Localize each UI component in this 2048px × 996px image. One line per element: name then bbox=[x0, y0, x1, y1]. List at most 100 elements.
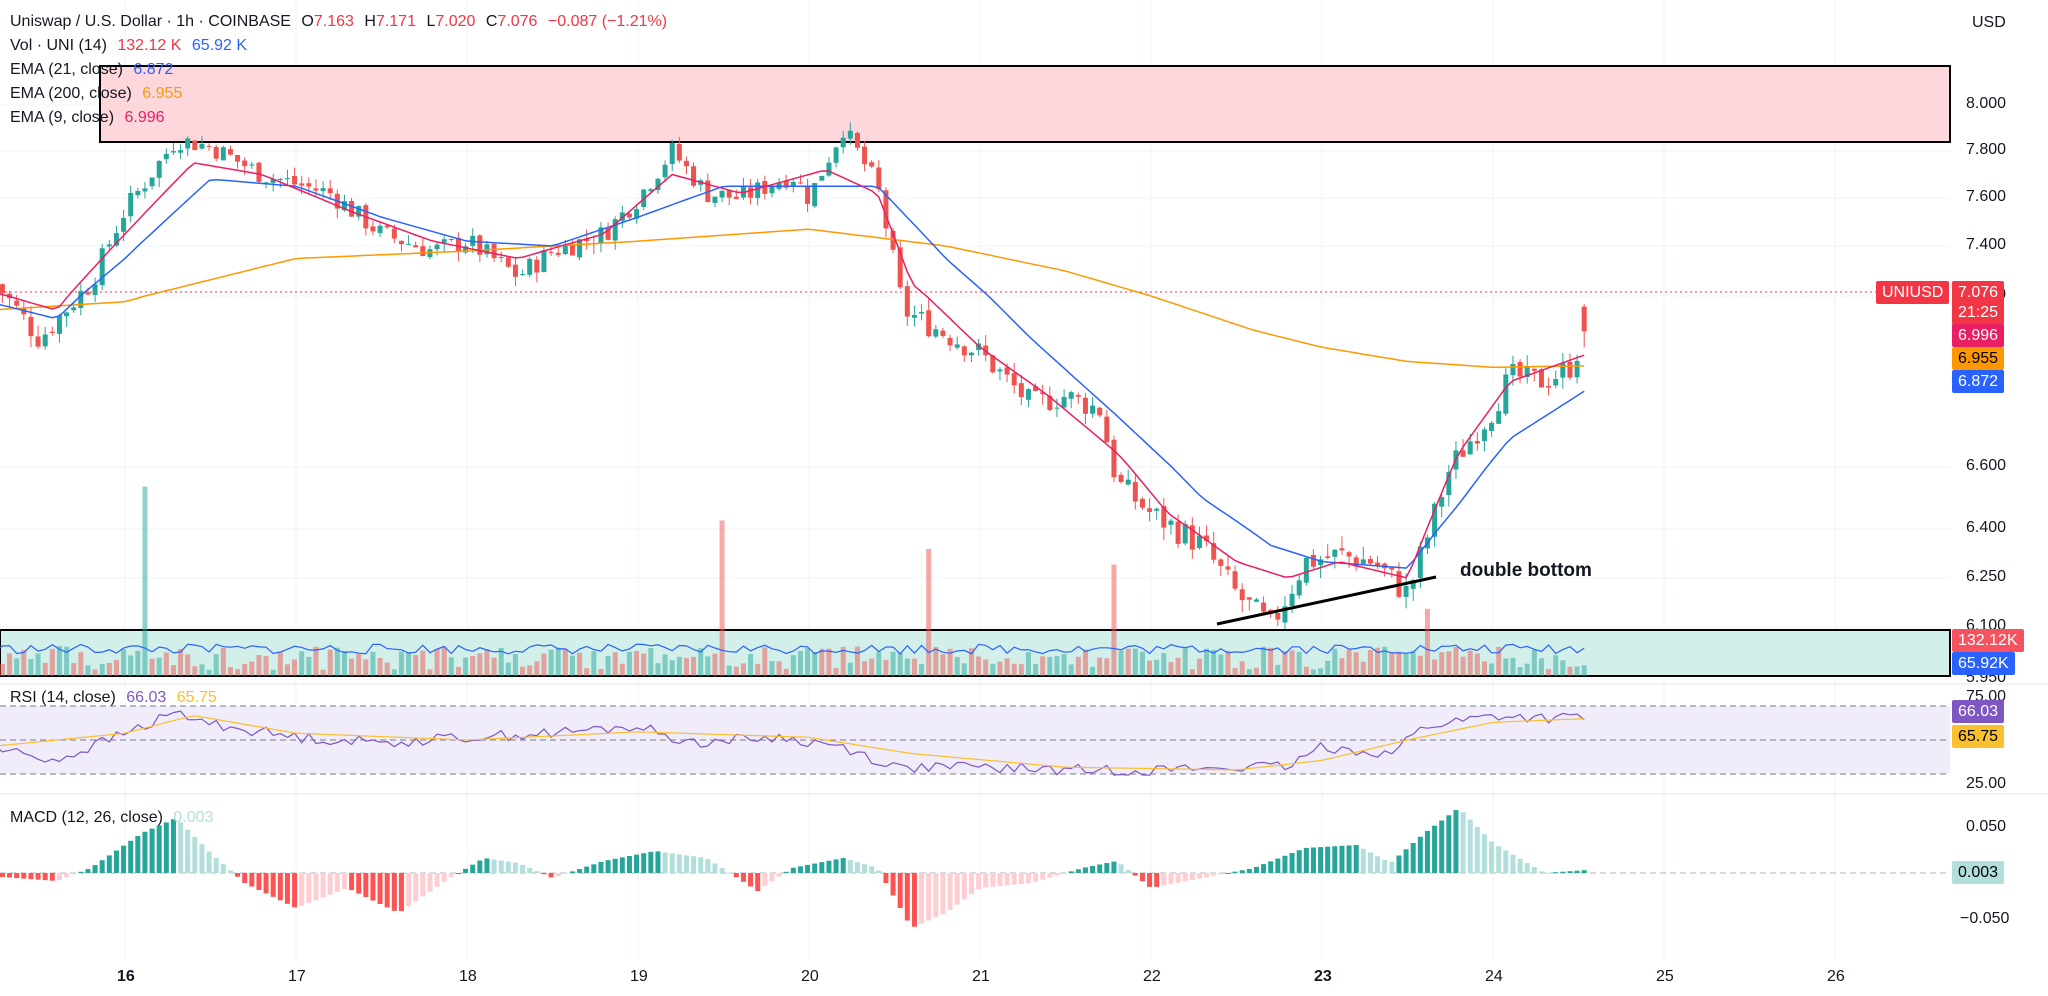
macd-bar bbox=[577, 869, 583, 873]
macd-bar bbox=[869, 866, 875, 873]
ema200-legend[interactable]: EMA (200, close) 6.955 bbox=[10, 85, 183, 102]
volume-bar bbox=[7, 653, 13, 676]
macd-bar bbox=[676, 854, 682, 873]
macd-bar bbox=[1460, 812, 1466, 873]
candle-body bbox=[178, 150, 184, 153]
candle-body bbox=[1481, 429, 1487, 441]
vol-legend[interactable]: Vol · UNI (14) 132.12 K 65.92 K bbox=[10, 37, 248, 54]
volume-bar bbox=[270, 669, 276, 676]
macd-bar bbox=[163, 822, 169, 873]
volume-bar bbox=[1211, 649, 1217, 676]
candle-body bbox=[933, 329, 939, 337]
volume-bar bbox=[156, 657, 162, 676]
macd-bar bbox=[904, 873, 910, 921]
macd-bar bbox=[192, 836, 198, 873]
macd-bar bbox=[277, 873, 283, 901]
candle-body bbox=[377, 225, 383, 233]
volume-bar bbox=[313, 646, 319, 676]
volume-bar bbox=[178, 648, 184, 676]
volume-bar bbox=[1253, 667, 1259, 676]
volume-bar bbox=[21, 649, 27, 676]
volume-bar bbox=[897, 652, 903, 676]
volume-bar bbox=[1310, 669, 1316, 676]
ema9-legend[interactable]: EMA (9, close) 6.996 bbox=[10, 109, 165, 126]
volume-bar bbox=[876, 652, 882, 676]
volume-bar bbox=[719, 520, 725, 676]
volume-bar bbox=[249, 661, 255, 676]
volume-bar bbox=[185, 654, 191, 676]
macd-bar bbox=[313, 873, 319, 901]
ema21-legend[interactable]: EMA (21, close) 6.872 bbox=[10, 61, 174, 78]
candle-body bbox=[890, 230, 896, 250]
candle-body bbox=[1090, 405, 1096, 414]
volume-bar bbox=[512, 654, 518, 676]
volume-bar bbox=[1546, 669, 1552, 676]
volume-bar bbox=[220, 648, 226, 676]
volume-bar bbox=[484, 649, 490, 676]
candle-body bbox=[541, 250, 547, 272]
time-axis-tick: 19 bbox=[630, 968, 648, 985]
macd-bar bbox=[334, 873, 340, 892]
ohlc-high: H7.171 bbox=[364, 13, 416, 30]
volume-bar bbox=[1204, 648, 1210, 676]
macd-bar bbox=[448, 873, 454, 878]
price-axis-tick: 8.000 bbox=[1966, 95, 2007, 112]
candle-body bbox=[762, 181, 768, 194]
volume-bar bbox=[726, 665, 732, 676]
macd-bar bbox=[698, 857, 704, 873]
macd-bar bbox=[748, 873, 754, 887]
macd-bar bbox=[363, 873, 369, 898]
macd-bar bbox=[769, 873, 775, 882]
candle-body bbox=[1439, 497, 1445, 507]
candle-body bbox=[64, 312, 70, 317]
macd-bar bbox=[783, 871, 789, 873]
candle-body bbox=[299, 183, 305, 186]
macd-bar bbox=[683, 855, 689, 873]
macd-bar bbox=[1517, 858, 1523, 873]
volume-pane-background bbox=[0, 629, 1951, 677]
macd-bar bbox=[441, 873, 447, 882]
volume-bar bbox=[1104, 658, 1110, 676]
macd-bar bbox=[997, 873, 1003, 887]
macd-bar bbox=[1581, 870, 1587, 873]
volume-bar bbox=[370, 651, 376, 676]
volume-bar bbox=[847, 662, 853, 676]
volume-bar bbox=[1303, 666, 1309, 676]
macd-bar bbox=[1467, 819, 1473, 873]
candle-body bbox=[1318, 559, 1324, 566]
volume-bar bbox=[448, 657, 454, 676]
macd-bar bbox=[1332, 846, 1338, 873]
candle-body bbox=[35, 336, 41, 347]
volume-bar bbox=[455, 666, 461, 676]
volume-bar bbox=[1004, 658, 1010, 676]
macd-bar bbox=[1303, 847, 1309, 873]
volume-bar bbox=[1581, 665, 1587, 676]
volume-bar bbox=[591, 651, 597, 676]
macd-bar bbox=[292, 873, 298, 908]
volume-bar bbox=[306, 656, 312, 676]
macd-bar bbox=[1503, 850, 1509, 873]
macd-bar bbox=[398, 873, 404, 912]
last-price-tag: 7.076 21:25 bbox=[1952, 281, 2005, 325]
ema200-tag: 6.955 bbox=[1952, 347, 2005, 370]
volume-bar bbox=[940, 654, 946, 676]
candle-body bbox=[491, 243, 497, 259]
candle-body bbox=[85, 292, 91, 295]
volume-bar bbox=[1360, 661, 1366, 676]
currency-label[interactable]: USD bbox=[1972, 14, 2006, 31]
macd-bar bbox=[1125, 870, 1131, 873]
volume-bar bbox=[740, 663, 746, 676]
macd-legend[interactable]: MACD (12, 26, close) 0.003 bbox=[10, 809, 214, 826]
macd-bar bbox=[170, 819, 176, 873]
candle-body bbox=[213, 146, 219, 159]
macd-bar bbox=[691, 856, 697, 873]
volume-bar bbox=[598, 668, 604, 676]
macd-bar bbox=[1574, 870, 1580, 873]
volume-bar bbox=[527, 665, 533, 676]
volume-bar bbox=[641, 653, 647, 676]
macd-bar bbox=[854, 862, 860, 873]
rsi-legend[interactable]: RSI (14, close) 66.03 65.75 bbox=[10, 689, 217, 706]
macd-bar bbox=[1538, 871, 1544, 873]
macd-histogram bbox=[0, 810, 1587, 927]
